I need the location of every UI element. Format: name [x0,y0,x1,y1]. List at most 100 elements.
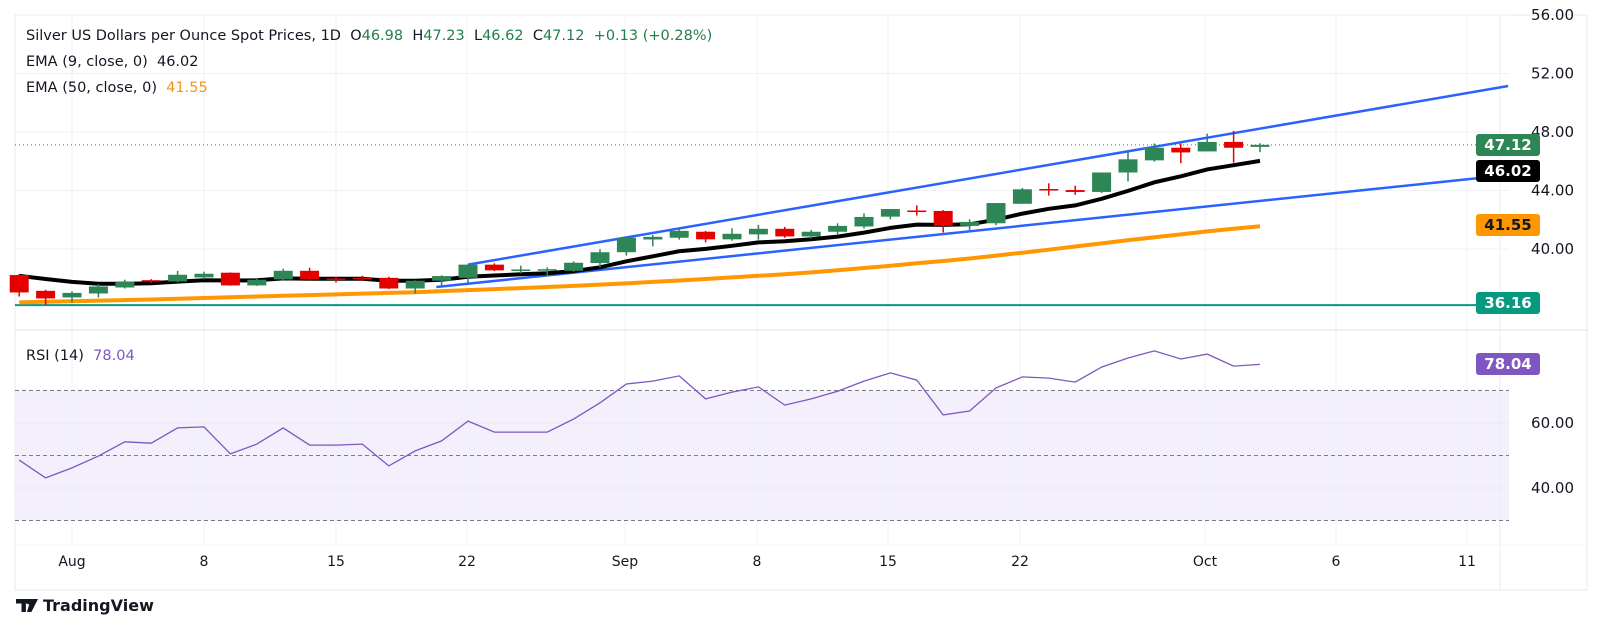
candle-body [9,275,29,293]
candle-body [352,277,372,280]
candle [775,226,795,238]
last-price-badge: 47.12 [1476,134,1540,156]
candle-body [432,276,452,281]
candle [722,228,742,241]
candle-body [273,270,293,280]
candle-body [828,225,848,232]
time-axis-label: Aug [58,554,85,570]
candle-body [616,237,636,253]
tradingview-brand: TradingView [43,596,154,615]
candle-body [590,252,610,264]
candle-body [1039,189,1059,191]
rsi-axis-label: 40.00 [1531,479,1574,497]
ema50-label: EMA (50, close, 0) [26,80,157,96]
price-axis-label: 52.00 [1531,64,1574,82]
candle [986,203,1006,226]
trendline-lower [436,173,1509,289]
rsi-axis-label: 60.00 [1531,414,1574,432]
change-value: +0.13 (+0.28%) [593,28,713,44]
candle [854,213,874,229]
candle-body [115,281,135,288]
candle [405,280,425,294]
candle [1039,183,1059,196]
candle [1224,130,1244,163]
low-label: L [473,28,483,44]
time-axis-label: 22 [458,554,476,570]
candle [141,279,161,284]
candle [564,261,584,272]
candle [960,219,980,231]
candle [484,263,504,271]
tradingview-logo[interactable]: TradingView [16,596,154,615]
ema50-badge: 41.55 [1476,214,1540,236]
candle-body [1224,141,1244,148]
main-legend: Silver US Dollars per Ounce Spot Prices,… [26,26,712,46]
candle-body [458,264,478,278]
symbol-title: Silver US Dollars per Ounce Spot Prices,… [26,28,341,44]
high-label: H [412,28,424,44]
ema50-legend[interactable]: EMA (50, close, 0) 41.55 [26,78,208,98]
candle [379,276,399,290]
time-axis-label: 15 [327,554,345,570]
candle-body [722,233,742,240]
candle-body [564,262,584,271]
candle [9,274,29,297]
candle-body [696,231,716,240]
rsi-legend[interactable]: RSI (14) 78.04 [26,346,135,366]
candle [62,291,82,303]
candle [696,230,716,243]
candle [458,264,478,283]
candle-body [326,278,346,280]
candle [1144,143,1164,162]
candle-body [405,280,425,289]
candle [1118,151,1138,182]
candle-body [300,270,320,280]
price-axis-label: 48.00 [1531,123,1574,141]
low-value: 46.62 [482,28,524,44]
candle-body [379,277,399,289]
candle-body [669,230,689,238]
candle [36,289,56,305]
high-value: 47.23 [423,28,465,44]
time-axis-label: Sep [612,554,639,570]
candle [801,229,821,239]
time-axis-label: 22 [1011,554,1029,570]
ema9-legend[interactable]: EMA (9, close, 0) 46.02 [26,52,198,72]
candle-body [854,216,874,227]
candle [907,205,927,216]
candle [432,275,452,286]
price-axis-label: 40.00 [1531,240,1574,258]
candle [616,237,636,256]
trendline-upper [467,84,1509,266]
candle-body [775,228,795,237]
candle [220,272,240,286]
candle [300,267,320,281]
candle [537,267,557,277]
candle-body [1092,172,1112,192]
candle [88,284,108,298]
candle-body [1144,147,1164,161]
candle-body [801,231,821,237]
candle-body [1250,144,1270,147]
candle-body [194,273,214,278]
ema9-badge: 46.02 [1476,160,1540,182]
candle [1065,185,1085,195]
candle-body [1197,141,1217,152]
candle [194,271,214,280]
candle-body [62,292,82,298]
candle-body [643,236,663,240]
candle-body [168,274,188,282]
candle-body [1118,159,1138,173]
rsi-label: RSI (14) [26,348,84,364]
candle [828,223,848,236]
open-value: 46.98 [361,28,404,44]
price-axis-label: 56.00 [1531,6,1574,24]
candle-body [141,280,161,282]
candle [1012,187,1032,204]
time-axis-label: 11 [1458,554,1476,570]
candle [748,224,768,240]
candle [590,249,610,268]
candle-body [880,209,900,217]
support-badge: 36.16 [1476,292,1540,314]
